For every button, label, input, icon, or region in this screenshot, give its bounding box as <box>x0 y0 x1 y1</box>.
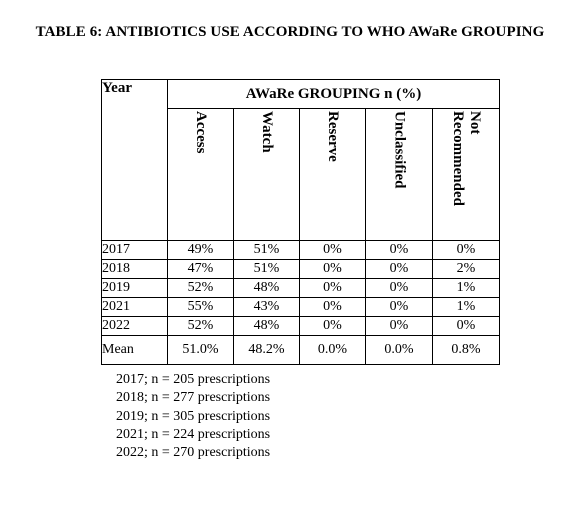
mean-label: Mean <box>101 335 168 365</box>
table-title: TABLE 6: ANTIBIOTICS USE ACCORDING TO WH… <box>35 24 545 40</box>
note-line: 2021; n = 224 prescriptions <box>116 426 271 442</box>
note-line: 2018; n = 277 prescriptions <box>116 390 271 406</box>
table-cell: 0% <box>365 240 433 260</box>
year-header: Year <box>101 79 168 241</box>
table-cell: 48% <box>233 316 300 336</box>
mean-cell: 0.0% <box>365 335 433 365</box>
table-cell: 49% <box>167 240 234 260</box>
row-year: 2018 <box>101 259 168 279</box>
column-header-access-label: Access <box>193 111 209 154</box>
table-cell: 43% <box>233 297 300 317</box>
table-cell: 0% <box>431 316 501 336</box>
table-cell: 0% <box>299 316 366 336</box>
table-row: 2021 55% 43% 0% 0% 1% <box>101 297 501 317</box>
table-cell: 1% <box>431 278 501 298</box>
column-header-watch-label: Watch <box>259 111 275 153</box>
table-row: 2022 52% 48% 0% 0% 0% <box>101 316 501 336</box>
note-line: 2017; n = 205 prescriptions <box>116 372 271 387</box>
mean-cell: 0.8% <box>431 335 501 365</box>
not-recommended-line-2: Recommended <box>450 111 466 206</box>
column-header-reserve-label: Reserve <box>325 111 341 162</box>
sample-size-notes: 2017; n = 205 prescriptions 2018; n = 277… <box>116 371 270 462</box>
table-cell: 0% <box>365 297 433 317</box>
aware-table: Year AWaRe GROUPING n (%) Access Watch R… <box>101 79 501 365</box>
column-header-not-recommended: Not Recommended <box>431 108 501 241</box>
table-cell: 52% <box>167 316 234 336</box>
column-header-reserve: Reserve <box>299 108 366 241</box>
mean-cell: 48.2% <box>233 335 300 365</box>
table-cell: 0% <box>299 259 366 279</box>
row-year: 2019 <box>101 278 168 298</box>
row-year: 2022 <box>101 316 168 336</box>
aware-grouping-header: AWaRe GROUPING n (%) <box>166 79 501 109</box>
column-header-unclassified-label: Unclassified <box>391 111 408 189</box>
table-body: 2017 49% 51% 0% 0% 0% 2018 47% 51% 0% 0% 2% 2019 52% 4… <box>101 240 501 365</box>
note-line: 2019; n = 305 prescriptions <box>116 408 271 424</box>
not-recommended-line-1: Not <box>467 111 483 135</box>
table-row: 2018 47% 51% 0% 0% 2% <box>101 259 501 279</box>
table-cell: 51% <box>233 240 300 260</box>
mean-cell: 0.0% <box>299 335 366 365</box>
table-cell: 0% <box>431 240 501 260</box>
table-cell: 0% <box>299 297 366 317</box>
row-year: 2021 <box>101 297 168 317</box>
table-cell: 48% <box>233 278 300 298</box>
column-header-access: Access <box>167 108 234 241</box>
table-row: 2019 52% 48% 0% 0% 1% <box>101 278 501 298</box>
table-cell: 52% <box>167 278 234 298</box>
table-cell: 51% <box>233 259 300 279</box>
column-header-not-recommended-label: Not Recommended <box>449 109 483 206</box>
note-line: 2022; n = 270 prescriptions <box>116 445 271 461</box>
mean-cell: 51.0% <box>167 335 234 365</box>
table-cell: 55% <box>167 297 234 317</box>
mean-row: Mean 51.0% 48.2% 0.0% 0.0% 0.8% <box>101 335 501 365</box>
table-cell: 0% <box>365 259 433 279</box>
column-header-unclassified: Unclassified <box>365 108 433 241</box>
table-row: 2017 49% 51% 0% 0% 0% <box>101 240 501 260</box>
table-cell: 47% <box>167 259 234 279</box>
table-cell: 0% <box>299 278 366 298</box>
row-year: 2017 <box>101 240 168 260</box>
table-cell: 0% <box>365 316 433 336</box>
table-cell: 1% <box>431 297 501 317</box>
table-cell: 2% <box>431 259 501 279</box>
table-cell: 0% <box>365 278 433 298</box>
table-cell: 0% <box>299 240 366 260</box>
column-header-watch: Watch <box>233 108 300 241</box>
